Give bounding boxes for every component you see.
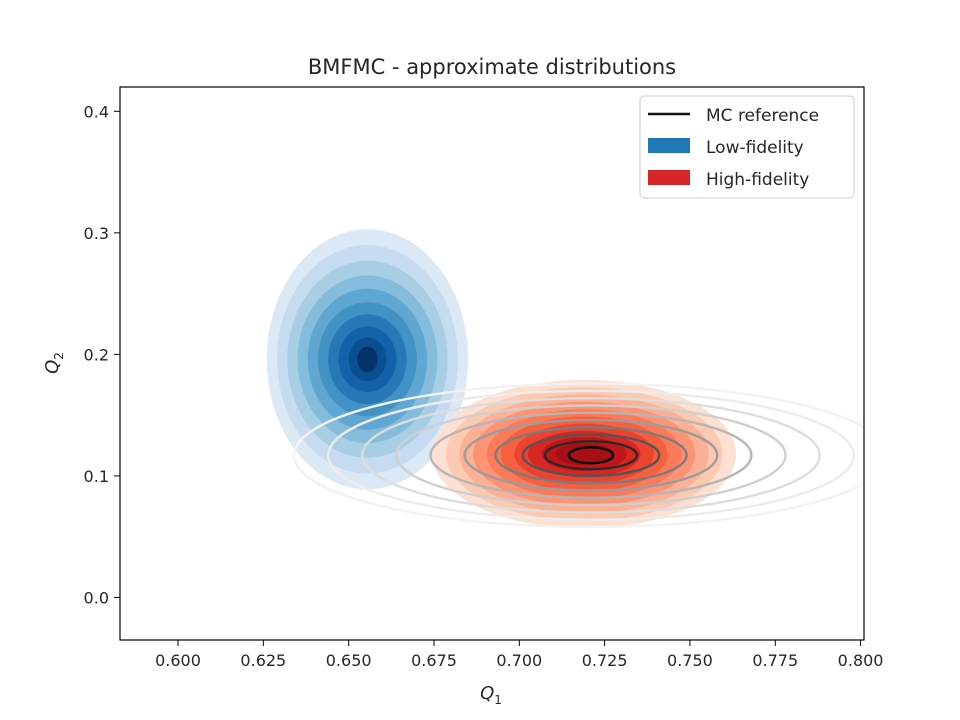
legend-label-high-fidelity: High-fidelity [706, 170, 809, 190]
x-tick-label: 0.750 [667, 651, 713, 670]
y-axis-label: Q2 [42, 352, 66, 374]
legend-label-mc-reference: MC reference [706, 106, 819, 126]
y-tick-label: 0.1 [84, 467, 109, 486]
chart-title: BMFMC - approximate distributions [308, 55, 676, 79]
x-tick-label: 0.600 [155, 651, 201, 670]
y-axis: 0.0 0.1 0.2 0.3 0.4 [84, 102, 120, 607]
low-fidelity-contour-10 [357, 346, 378, 373]
x-axis-label-sub: 1 [494, 693, 502, 707]
plot-area [266, 229, 864, 529]
x-tick-label: 0.775 [752, 651, 798, 670]
legend-marker-low-fidelity [648, 138, 690, 153]
axes-frame [119, 86, 865, 641]
x-axis-label-main: Q [480, 683, 494, 704]
legend-label-low-fidelity: Low-fidelity [706, 138, 804, 158]
y-tick-label: 0.4 [84, 102, 109, 121]
x-tick-label: 0.725 [582, 651, 628, 670]
y-tick-label: 0.2 [84, 345, 109, 364]
x-tick-label: 0.675 [411, 651, 457, 670]
legend-frame [639, 95, 855, 199]
mc-reference-contour-line-1 [292, 382, 864, 529]
x-tick-label: 0.700 [496, 651, 542, 670]
y-tick-label: 0.0 [84, 588, 109, 607]
mc-reference-contour-line-5 [429, 411, 753, 500]
y-axis-label-sub: 2 [52, 352, 66, 360]
mc-reference-contour-line-4 [395, 404, 787, 507]
y-tick-label: 0.3 [84, 224, 109, 243]
x-axis: 0.600 0.625 0.650 0.675 0.700 0.725 0.750 0.775… [155, 640, 883, 670]
mc-reference-contour-line-3 [361, 396, 821, 514]
x-tick-label: 0.800 [838, 651, 884, 670]
legend-marker-high-fidelity [648, 170, 690, 185]
x-tick-label: 0.625 [240, 651, 286, 670]
y-axis-label-main: Q [42, 360, 63, 374]
mc-reference-contour-line-9 [543, 440, 639, 471]
legend: MC reference Low-fidelity High-fidelity [639, 95, 855, 199]
mc-reference-contour-line-10 [567, 446, 615, 465]
mc-reference-contour-line-8 [521, 433, 661, 478]
mc-reference-contour-line-6 [463, 418, 719, 492]
mc-reference-contour-line-7 [494, 426, 688, 485]
x-axis-label: Q1 [480, 683, 502, 707]
mc-reference-contour-line-2 [326, 389, 855, 521]
x-tick-label: 0.650 [326, 651, 372, 670]
